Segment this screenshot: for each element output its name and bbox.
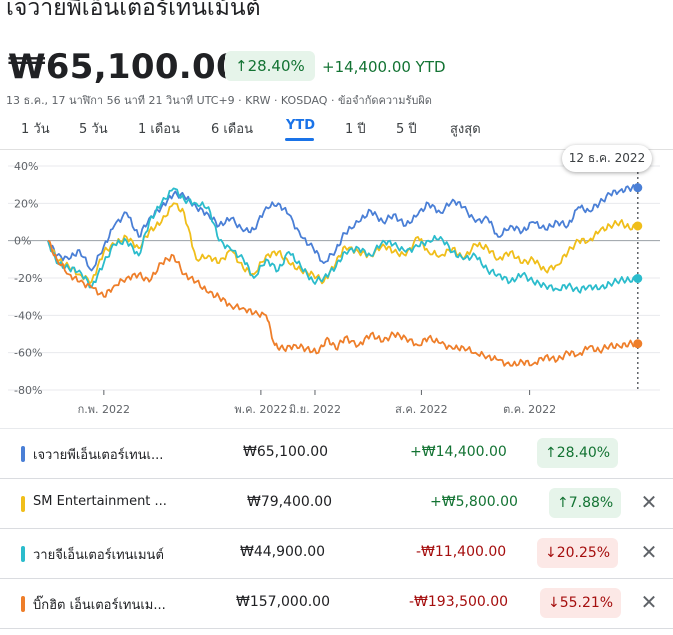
stock-price: ₩65,100.00 [243,444,329,460]
active-tab-indicator [285,138,314,141]
series-end-point-sm [633,221,643,231]
x-tick-label: ก.พ. 2022 [78,403,130,416]
series-swatch [21,546,25,562]
stock-change-badge: ↑7.88% [549,488,622,518]
remove-comparison-button[interactable]: ✕ [640,590,658,614]
tab-1d[interactable]: 1 วัน [21,122,50,137]
change-percent-badge: ↑28.40% [225,51,315,81]
date-tooltip: 12 ธ.ค. 2022 [562,145,652,172]
stock-price: ₩44,900.00 [240,544,326,560]
y-tick-label: -40% [14,309,42,322]
x-tick-label: มิ.ย. 2022 [289,403,341,416]
y-tick-label: 20% [14,197,38,210]
stock-change-badge: ↓20.25% [537,538,619,568]
series-swatch [21,496,25,512]
divider [0,149,673,150]
stock-change: -₩11,400.00 [416,544,507,560]
tab-5d[interactable]: 5 วัน [79,122,108,137]
stock-price: ₩157,000.00 [236,594,331,610]
series-line-yg [47,187,639,294]
stock-change-badge: ↑28.40% [537,438,619,468]
x-tick-label: ต.ค. 2022 [503,403,556,416]
series-end-point-jyp [633,183,643,193]
x-tick-label: ส.ค. 2022 [395,403,448,416]
stock-change-badge: ↓55.21% [540,588,622,618]
tab-5y[interactable]: 5 ปี [396,122,417,137]
quote-meta: 13 ธ.ค., 17 นาฬิกา 56 นาที 21 วินาที UTC… [6,94,432,107]
tab-6m[interactable]: 6 เดือน [211,122,253,137]
range-tabs: 1 วัน 5 วัน 1 เดือน 6 เดือน YTD 1 ปี 5 ป… [0,118,673,142]
comparison-list: เจวายพีเอ็นเตอร์เทนเ... ₩65,100.00 +₩14,… [0,428,673,629]
remove-comparison-button[interactable]: ✕ [640,490,658,514]
stock-name: บิ๊กฮิต เอ็นเตอร์เทนเม... [33,598,166,613]
stock-change: +₩5,800.00 [430,494,518,510]
y-tick-label: 0% [14,235,31,248]
stock-name: เจวายพีเอ็นเตอร์เทนเ... [33,448,164,463]
y-tick-label: 40% [14,160,38,173]
stock-change: +₩14,400.00 [410,444,507,460]
tab-1y[interactable]: 1 ปี [345,122,366,137]
list-item-jyp[interactable]: เจวายพีเอ็นเตอร์เทนเ... ₩65,100.00 +₩14,… [0,428,673,479]
y-tick-label: -20% [14,272,42,285]
list-item-bighit[interactable]: บิ๊กฮิต เอ็นเตอร์เทนเม... ₩157,000.00 -₩… [0,579,673,629]
stock-price: ₩79,400.00 [247,494,333,510]
series-swatch [21,446,25,462]
list-item-yg[interactable]: วายจีเอ็นเตอร์เทนเมนต์ ₩44,900.00 -₩11,4… [0,529,673,579]
tab-ytd[interactable]: YTD [286,118,316,133]
series-line-jyp [47,184,639,272]
page-title: เจวายพีเอ็นเตอร์เทนเม้นต์ [6,0,261,21]
series-line-sm [47,202,639,285]
current-price: ₩65,100.00 [8,47,240,87]
tab-max[interactable]: สูงสุด [450,122,481,137]
series-swatch [21,596,25,612]
remove-comparison-button[interactable]: ✕ [640,540,658,564]
y-tick-label: -60% [14,347,42,360]
stock-change: -₩193,500.00 [409,594,509,610]
comparison-chart[interactable]: 40% 20% 0% -20% -40% -60% -80% ก.พ. 2022 พ.ค. 20… [0,140,673,420]
series-end-point-yg [633,273,643,283]
series-end-point-bighit [633,339,643,349]
y-tick-label: -80% [14,384,42,397]
list-item-sm[interactable]: SM Entertainment ... ₩79,400.00 +₩5,800.… [0,479,673,529]
stock-name: วายจีเอ็นเตอร์เทนเมนต์ [33,548,164,563]
change-absolute: +14,400.00 YTD [322,58,446,76]
x-tick-label: พ.ค. 2022 [234,403,287,416]
stock-name: SM Entertainment ... [33,494,167,509]
series-line-bighit [47,239,639,367]
tab-1m[interactable]: 1 เดือน [138,122,180,137]
